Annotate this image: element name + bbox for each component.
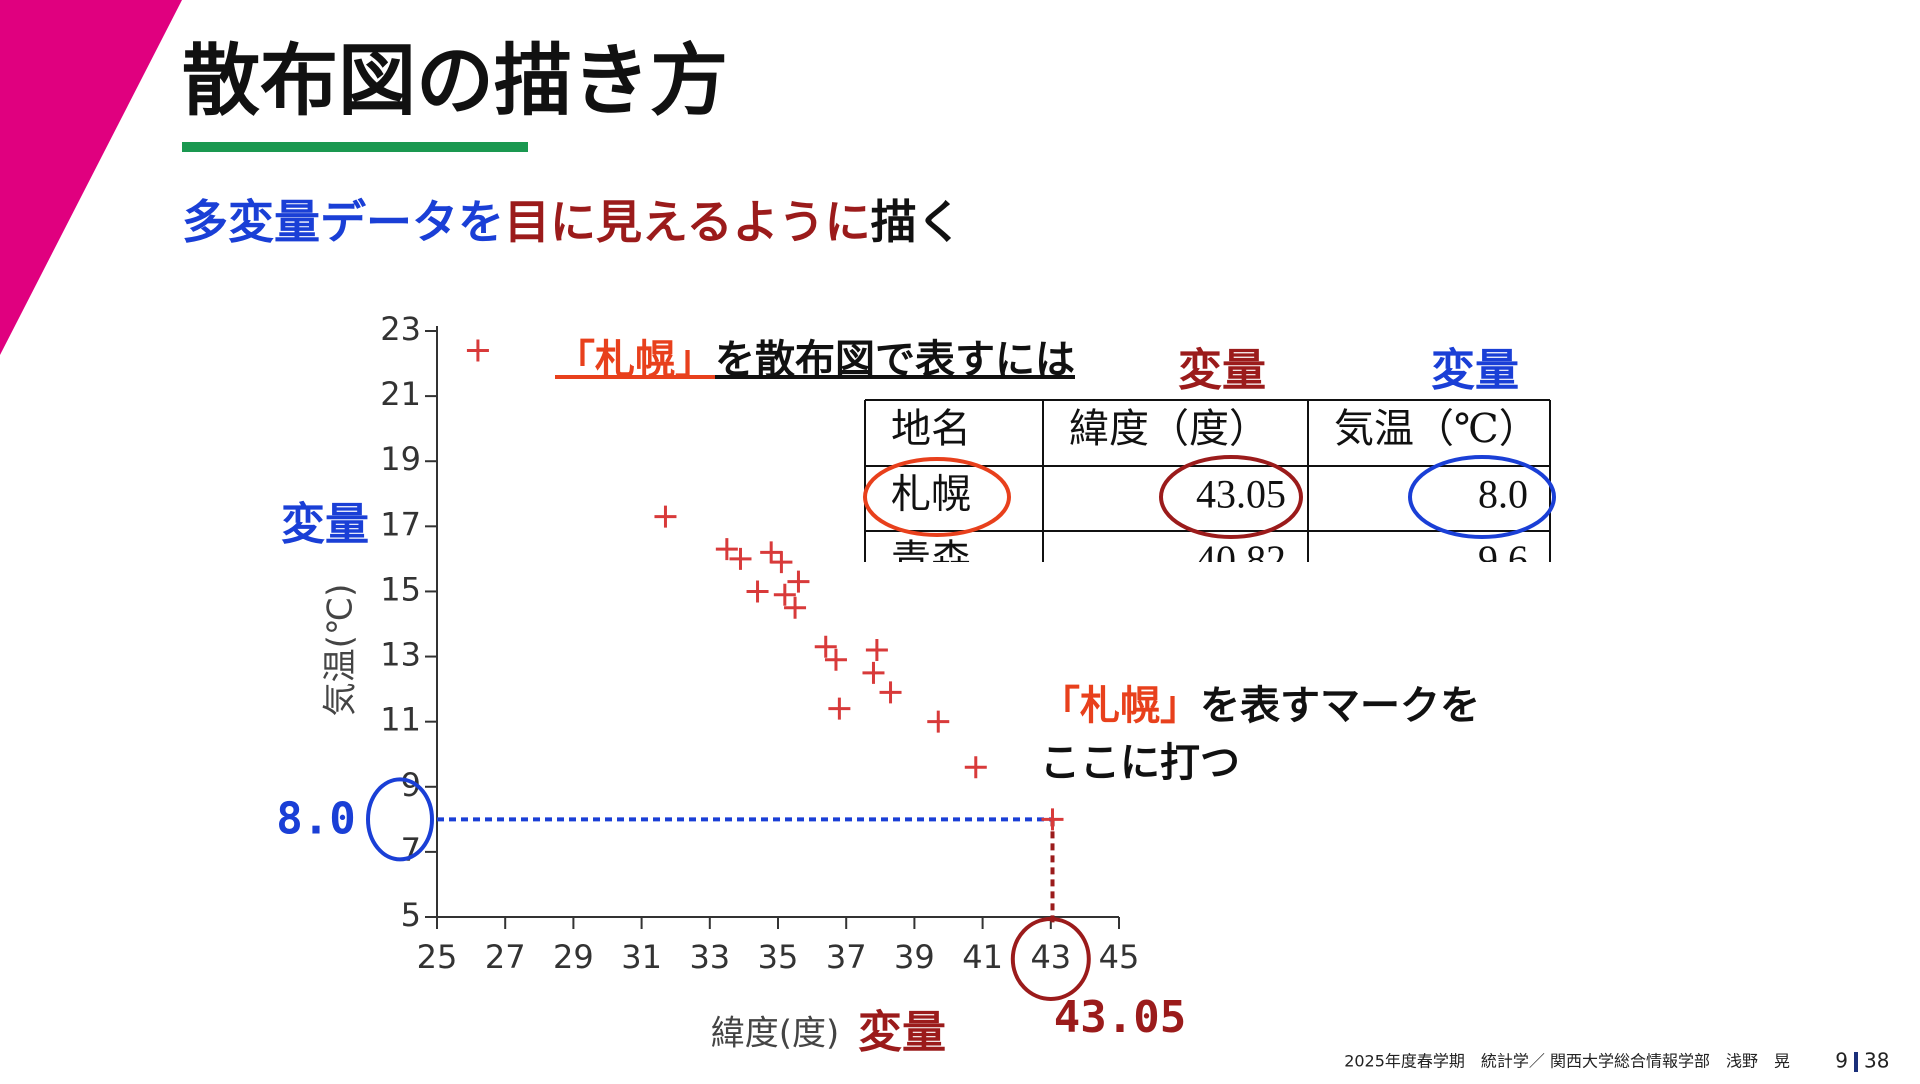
y-tick-label: 17 (380, 505, 421, 543)
data-point (824, 648, 847, 671)
subtitle: 多変量データを目に見えるように描く (182, 195, 963, 249)
data-point (715, 538, 738, 561)
y-tick-label: 13 (380, 636, 421, 674)
data-point (770, 551, 793, 574)
highlight-circle (1408, 455, 1556, 539)
table-cell: 青森 (891, 537, 971, 582)
highlight-x-label: 43.05 (1054, 992, 1186, 1043)
data-point (862, 661, 885, 684)
table-cell: 40.82 (1196, 537, 1286, 582)
table-cell: 43.05 (1196, 472, 1286, 517)
table-body: 地名 緯度（度） 気温（℃） 札幌 43.05 8.0 青森 40.82 9.6 (864, 399, 1551, 582)
y-tick-label: 11 (380, 701, 421, 739)
corner-decoration (0, 0, 182, 355)
highlight-circle (1159, 455, 1303, 539)
data-point (466, 339, 489, 362)
callout-quote: 「札幌」 (1040, 683, 1200, 729)
data-point (729, 547, 752, 570)
y-axis-title: 気温(℃) (321, 584, 361, 717)
x-tick-label: 39 (894, 938, 935, 976)
y-tick-label: 19 (380, 440, 421, 478)
subtitle-part: 多変量データを (182, 195, 504, 249)
data-point (787, 570, 810, 593)
highlight-y-label: 8.0 (276, 793, 355, 844)
x-tick-label: 43 (1030, 938, 1071, 976)
note: 「札幌」を散布図で表すには (555, 337, 1075, 383)
data-point (1041, 808, 1064, 831)
data-point (654, 505, 677, 528)
y-tick-label: 23 (380, 310, 421, 348)
variable-note: 変量 (1431, 345, 1519, 396)
subtitle-part: 描く (871, 195, 963, 249)
x-tick-label: 29 (553, 938, 594, 976)
y-tick-label: 9 (401, 766, 421, 804)
data-point (760, 541, 783, 564)
data-point (865, 639, 888, 662)
callout-text: を表すマークを (1200, 683, 1480, 729)
data-point (773, 583, 796, 606)
subtitle-part: 目に見えるように (504, 195, 871, 249)
page-number: 9 (1835, 1049, 1848, 1073)
callout: 「札幌」を表すマークを (1040, 683, 1480, 729)
page-separator (1854, 1052, 1858, 1072)
data-point (784, 596, 807, 619)
highlight-circle (366, 777, 434, 862)
x-tick-label: 35 (758, 938, 799, 976)
note-quote: 「札幌」 (555, 337, 715, 383)
footer: 2025年度春学期 統計学／ 関西大学総合情報学部 浅野 晃 (1344, 1052, 1790, 1071)
y-tick-label: 21 (380, 375, 421, 413)
table-cell: 8.0 (1478, 472, 1528, 517)
data-point (964, 756, 987, 779)
note-text: を散布図で表すには (715, 337, 1075, 383)
x-tick-label: 25 (417, 938, 458, 976)
data-point (828, 697, 851, 720)
table-cell: 9.6 (1478, 537, 1528, 582)
x-axis-title: 緯度(度) (711, 1014, 840, 1054)
x-tick-label: 41 (962, 938, 1003, 976)
page-total: 38 (1864, 1049, 1889, 1073)
table-cell: 気温（℃） (1334, 406, 1539, 451)
table-cell: 緯度（度） (1069, 406, 1269, 451)
data-table: 変量 変量 地名 緯度（度） 気温（℃） 札幌 43.05 8.0 青森 40.82 9.6 (863, 345, 1556, 582)
y-tick-label: 5 (401, 896, 421, 934)
table-cell: 札幌 (891, 472, 971, 517)
callout-text: ここに打つ (1040, 740, 1240, 786)
highlight-circle (863, 457, 1011, 537)
variable-note: 変量 (1178, 345, 1266, 396)
y-variable-label: 変量 (281, 499, 369, 550)
highlight-circle (1010, 917, 1091, 1001)
table-cell: 地名 (891, 406, 971, 451)
data-point (879, 681, 902, 704)
x-tick-label: 37 (826, 938, 867, 976)
data-point (746, 580, 769, 603)
x-variable-label: 変量 (858, 1007, 946, 1058)
x-tick-label: 33 (689, 938, 730, 976)
title-underline (182, 142, 528, 152)
x-tick-label: 27 (485, 938, 526, 976)
y-tick-label: 15 (380, 570, 421, 608)
slide-title: 散布図の描き方 (182, 36, 728, 126)
data-point (814, 635, 837, 658)
x-tick-label: 31 (621, 938, 662, 976)
data-point (927, 710, 950, 733)
x-tick-label: 45 (1099, 938, 1140, 976)
